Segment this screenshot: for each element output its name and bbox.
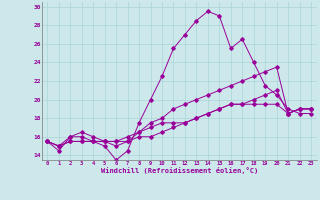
- X-axis label: Windchill (Refroidissement éolien,°C): Windchill (Refroidissement éolien,°C): [100, 167, 258, 174]
